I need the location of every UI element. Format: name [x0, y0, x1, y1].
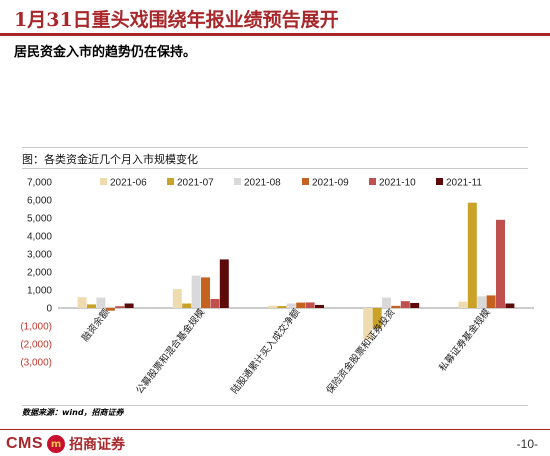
- legend-label: 2021-06: [110, 178, 147, 189]
- x-tick-label: 融资余额: [79, 306, 112, 344]
- bar: [210, 299, 220, 308]
- legend-swatch: [436, 178, 443, 185]
- bar: [172, 289, 182, 308]
- logo-text: CMS: [6, 435, 44, 452]
- bar: [201, 277, 210, 308]
- page-number: -10-: [516, 437, 538, 451]
- title-rule: [0, 33, 550, 36]
- chart-bottom-rule: [22, 405, 528, 406]
- x-tick-label: 公募股票和混合基金规模: [133, 306, 207, 396]
- bar: [505, 303, 515, 308]
- y-tick-label: (1,000): [20, 322, 52, 333]
- bar: [191, 275, 201, 308]
- logo-mark-icon: m: [47, 435, 66, 453]
- bar: [372, 308, 382, 329]
- legend-swatch: [369, 178, 376, 185]
- bar: [467, 202, 477, 308]
- bar: [315, 304, 324, 308]
- legend-label: 2021-07: [177, 178, 214, 189]
- cms-logo: CMS m 招商证券: [6, 434, 125, 454]
- legend-swatch: [234, 178, 241, 185]
- y-tick-label: 1,000: [27, 286, 52, 297]
- y-tick-label: 6,000: [27, 196, 52, 207]
- legend-swatch: [100, 178, 107, 185]
- y-tick-label: 0: [46, 304, 52, 315]
- bar: [96, 297, 106, 308]
- bar: [410, 302, 420, 308]
- bar: [458, 301, 468, 308]
- figure-caption: 图：各类资金近几个月入市规模变化: [22, 153, 198, 166]
- y-tick-label: (2,000): [20, 340, 52, 351]
- bar-chart: (3,000) (2,000) (1,000) 0 1,000 2,000 3,000 4,0…: [20, 178, 534, 396]
- bar: [391, 305, 401, 308]
- bar: [400, 301, 410, 308]
- bar: [77, 297, 87, 308]
- bar: [115, 306, 125, 308]
- bar: [363, 308, 373, 340]
- legend-label: 2021-10: [379, 178, 416, 189]
- footer-rule: [0, 429, 550, 430]
- page-subtitle: 居民资金入市的趋势仍在保持。: [14, 45, 197, 60]
- bar: [268, 305, 277, 308]
- bar: [382, 297, 391, 308]
- bar: [182, 303, 192, 308]
- chart-top-rule: [22, 147, 528, 148]
- bar: [219, 259, 229, 308]
- bar: [105, 308, 115, 311]
- bar: [305, 302, 315, 308]
- legend-label: 2021-08: [244, 178, 281, 189]
- x-tick-label: 保险资金股票和证券投资: [324, 306, 398, 396]
- bar: [277, 306, 287, 308]
- legend-swatch: [167, 178, 174, 185]
- bar: [124, 303, 134, 308]
- y-tick-label: 2,000: [27, 268, 52, 279]
- bar: [87, 304, 96, 308]
- logo-cn-text: 招商证券: [69, 437, 126, 453]
- y-tick-label: 7,000: [27, 178, 52, 189]
- page-title: 1月31日重头戏围绕年报业绩预告展开: [14, 9, 339, 31]
- title-bar: 1月31日重头戏围绕年报业绩预告展开: [0, 0, 550, 38]
- chart-caption-rule: [22, 168, 528, 169]
- bar: [477, 296, 487, 308]
- legend-label: 2021-09: [312, 178, 349, 189]
- y-tick-label: 3,000: [27, 250, 52, 261]
- bar: [486, 295, 496, 308]
- y-tick-label: 4,000: [27, 232, 52, 243]
- y-tick-label: 5,000: [27, 214, 52, 225]
- legend-label: 2021-11: [446, 178, 482, 189]
- x-tick-label: 私募证券基金规模: [437, 306, 494, 374]
- y-tick-label: (3,000): [20, 358, 52, 369]
- legend-swatch: [302, 178, 309, 185]
- data-source: 数据来源：wind，招商证券: [22, 408, 124, 417]
- x-tick-label: 陆股通累计买入成交净额: [229, 306, 303, 396]
- bar: [286, 303, 296, 308]
- bar: [496, 219, 505, 308]
- bar: [296, 302, 306, 308]
